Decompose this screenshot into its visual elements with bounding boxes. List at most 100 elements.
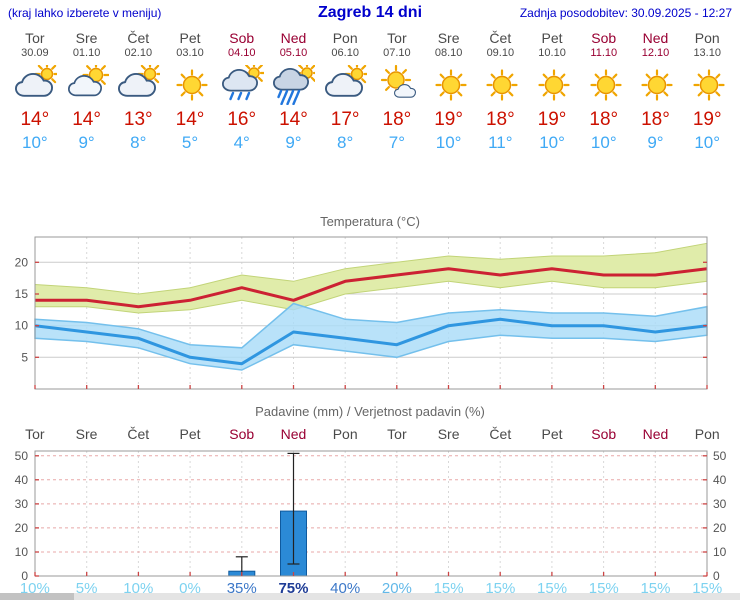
day-column[interactable]: Tor 07.10 18° 7° [371, 31, 423, 171]
svg-text:10: 10 [15, 545, 29, 559]
precip-probability-value: 15% [485, 580, 516, 597]
sunny-icon [423, 64, 475, 106]
sunny-icon [578, 64, 630, 106]
low-temp: 11° [488, 133, 513, 152]
svg-text:30: 30 [713, 497, 727, 511]
precip-probability-value: 35% [226, 580, 257, 597]
day-column[interactable]: Pet 03.10 14° 5° [164, 31, 216, 171]
day-name: Ned [280, 30, 307, 46]
svg-text:50: 50 [713, 449, 727, 463]
svg-text:40: 40 [15, 473, 29, 487]
precip-day-label: Ned [642, 426, 669, 442]
low-temp: 10° [435, 133, 462, 152]
mostly-cloudy-icon [319, 64, 371, 106]
day-column[interactable]: Tor 30.09 14° 10° [9, 31, 61, 171]
svg-text:30: 30 [15, 497, 29, 511]
day-name: Sob [229, 30, 255, 46]
precip-probability-value: 10% [123, 580, 154, 597]
precip-day-label: Sob [229, 426, 255, 442]
precip-day-label: Ned [280, 426, 307, 442]
day-column[interactable]: Pon 06.10 17° 8° [319, 31, 371, 171]
high-temp: 19° [434, 109, 463, 130]
svg-text:40: 40 [713, 473, 727, 487]
day-column[interactable]: Sob 04.10 16° 4° [216, 31, 268, 171]
day-column[interactable]: Čet 09.10 18° 11° [474, 31, 526, 171]
horizontal-scrollbar[interactable] [0, 593, 740, 600]
low-temp: 10° [539, 133, 565, 152]
precip-probability-value: 15% [588, 580, 619, 597]
day-name: Čet [127, 30, 150, 46]
day-date: 11.10 [590, 47, 618, 59]
low-temp: 8° [337, 133, 354, 152]
precip-day-labels: Tor Sre Čet Pet Sob Ned Pon Tor Sre Čet Pet Sob Ned P… [9, 426, 733, 442]
day-column[interactable]: Ned 05.10 14° 9° [268, 31, 320, 171]
day-date: 03.10 [176, 47, 204, 59]
scrollbar-thumb[interactable] [0, 593, 74, 600]
precip-probability-value: 15% [640, 580, 671, 597]
day-date: 12.10 [641, 47, 670, 59]
day-column[interactable]: Ned 12.10 18° 9° [630, 31, 682, 171]
precip-day-label: Čet [489, 426, 512, 442]
precipitation-chart: 0 0 10 10 20 20 30 30 40 40 50 50 [15, 449, 727, 583]
sunny-icon [164, 64, 216, 106]
sunny-icon [526, 64, 578, 106]
svg-text:50: 50 [15, 449, 29, 463]
precip-probability-value: 10% [19, 580, 50, 597]
day-date: 30.09 [21, 47, 49, 59]
svg-text:0: 0 [713, 569, 720, 583]
low-temp: 7° [388, 133, 406, 152]
day-column[interactable]: Pet 10.10 19° 10° [526, 31, 578, 171]
day-date: 07.10 [383, 47, 411, 59]
day-name: Sre [437, 30, 460, 46]
svg-text:5: 5 [21, 350, 28, 364]
precip-probability-value: 75% [278, 580, 309, 597]
day-date: 09.10 [486, 47, 515, 59]
day-name: Pon [332, 30, 358, 46]
mostly-sunny-icon [371, 64, 423, 106]
day-date: 05.10 [279, 47, 308, 59]
low-temp: 5° [181, 133, 199, 152]
precip-day-label: Tor [25, 426, 45, 442]
precip-probability-value: 5% [75, 580, 98, 597]
svg-text:15: 15 [15, 287, 29, 301]
precip-day-label: Pon [694, 426, 720, 442]
forecast-strip: Tor 30.09 14° 10° Sre 01.10 14° 9° Čet 0… [9, 31, 733, 171]
temperature-chart: 5 10 15 20 [15, 236, 708, 390]
precip-day-label: Sre [437, 426, 460, 442]
precip-day-label: Pet [179, 426, 201, 442]
day-name: Pet [541, 30, 563, 46]
heavy-showers-icon [268, 64, 320, 106]
precip-probability-value: 15% [692, 580, 723, 597]
day-date: 02.10 [124, 47, 153, 59]
menu-hint: (kraj lahko izberete v meniju) [8, 6, 162, 20]
svg-text:20: 20 [15, 255, 29, 269]
low-temp: 10° [590, 133, 617, 152]
day-column[interactable]: Sre 01.10 14° 9° [61, 31, 113, 171]
day-name: Tor [387, 30, 407, 46]
day-column[interactable]: Pon 13.10 19° 10° [681, 31, 733, 171]
sunny-icon [681, 64, 733, 106]
day-name: Pet [179, 30, 201, 46]
low-temp: 9° [647, 133, 664, 152]
day-name: Pon [694, 30, 720, 46]
day-date: 06.10 [331, 47, 359, 59]
day-date: 04.10 [227, 47, 256, 59]
day-column[interactable]: Sre 08.10 19° 10° [423, 31, 475, 171]
mostly-cloudy-icon [9, 64, 61, 106]
svg-text:20: 20 [15, 521, 29, 535]
showers-icon [216, 64, 268, 106]
low-temp: 8° [130, 133, 147, 152]
day-column[interactable]: Sob 11.10 18° 10° [578, 31, 630, 171]
low-temp: 4° [233, 133, 250, 152]
sunny-icon [630, 64, 682, 106]
high-temp: 13° [123, 109, 153, 130]
high-temp: 18° [641, 109, 670, 130]
day-name: Sre [75, 30, 98, 46]
svg-text:20: 20 [713, 521, 727, 535]
page-title: Zagreb 14 dni [317, 4, 423, 21]
day-column[interactable]: Čet 02.10 13° 8° [112, 31, 164, 171]
precip-day-label: Pet [541, 426, 563, 442]
svg-text:0: 0 [21, 569, 28, 583]
precip-day-label: Tor [387, 426, 407, 442]
